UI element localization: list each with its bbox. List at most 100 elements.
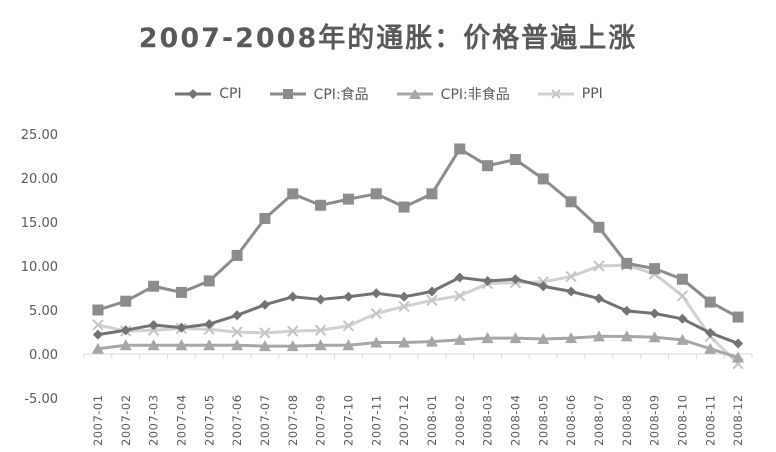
y-tick-label: 15.00 — [21, 216, 58, 231]
legend-item-cpi-food: CPI:食品 — [268, 84, 369, 104]
data-point-diamond — [733, 338, 744, 349]
data-point-square — [398, 201, 410, 213]
legend-marker-triangle-icon — [396, 89, 433, 99]
data-point-x — [92, 319, 104, 331]
data-point-diamond — [232, 310, 243, 321]
data-point-square — [120, 295, 132, 307]
data-point-diamond — [454, 272, 465, 283]
data-point-diamond — [343, 291, 354, 302]
legend-item-cpi-nonfood: CPI:非食品 — [395, 84, 510, 104]
x-tick-label: 2008-03 — [481, 394, 495, 446]
data-point-triangle — [592, 330, 605, 342]
data-point-diamond — [315, 294, 326, 305]
data-point-triangle — [175, 339, 188, 351]
data-point-x — [287, 325, 299, 337]
data-point-x — [342, 320, 355, 332]
legend-item-cpi: CPI — [173, 84, 242, 104]
legend-marker-x-icon — [537, 89, 574, 99]
x-tick-label: 2007-04 — [174, 394, 188, 446]
data-point-square — [370, 188, 382, 200]
data-point-triangle — [370, 336, 383, 348]
data-point-diamond — [426, 286, 437, 297]
data-point-square — [287, 188, 299, 200]
data-point-square — [231, 249, 243, 261]
data-point-square — [593, 221, 605, 233]
legend-label: CPI — [219, 86, 242, 102]
data-point-x — [259, 327, 271, 339]
x-tick-label: 2008-01 — [425, 394, 439, 446]
data-point-diamond — [510, 274, 521, 285]
y-tick-label: 10.00 — [21, 260, 58, 275]
data-point-square — [148, 280, 160, 292]
data-point-diamond — [92, 329, 103, 340]
data-point-square — [203, 275, 215, 287]
x-tick-label: 2007-07 — [258, 394, 272, 446]
y-tick-label: 0.00 — [29, 348, 58, 363]
data-point-triangle — [481, 332, 494, 344]
data-point-triangle — [620, 330, 633, 342]
data-point-x — [676, 290, 689, 302]
x-tick-label: 2007-06 — [230, 394, 244, 446]
data-point-square — [482, 160, 494, 172]
data-point-triangle — [425, 335, 438, 347]
x-tick-label: 2008-09 — [648, 394, 662, 446]
data-point-diamond — [705, 327, 716, 338]
x-tick-label: 2008-05 — [536, 394, 550, 446]
data-point-diamond — [593, 293, 604, 304]
data-point-square — [259, 212, 271, 224]
data-point-triangle — [648, 331, 661, 343]
data-point-x — [398, 300, 410, 313]
data-point-triangle — [119, 339, 132, 351]
legend-label: PPI — [581, 86, 603, 102]
data-point-triangle — [342, 339, 355, 351]
data-point-x — [565, 270, 577, 283]
data-point-triangle — [565, 332, 578, 344]
data-point-triangle — [732, 351, 745, 363]
data-point-square — [175, 286, 187, 298]
data-point-square — [92, 304, 104, 316]
legend-marker-diamond-icon — [175, 89, 212, 99]
data-point-square — [732, 311, 744, 323]
data-point-triangle — [676, 333, 689, 345]
legend-item-ppi: PPI — [536, 84, 603, 104]
x-tick-label: 2008-10 — [675, 394, 689, 446]
series-line-4 — [97, 263, 740, 365]
data-point-triangle — [286, 340, 299, 352]
data-point-x — [231, 326, 243, 338]
data-point-square — [621, 257, 633, 269]
x-tick-label: 2007-11 — [369, 394, 383, 446]
data-point-diamond — [649, 308, 660, 319]
legend-marker-square-icon — [269, 89, 306, 99]
x-tick-label: 2008-04 — [508, 394, 522, 446]
x-tick-label: 2007-12 — [397, 394, 411, 446]
series-line-1 — [97, 275, 739, 345]
data-point-square — [537, 173, 549, 185]
x-tick-label: 2008-02 — [453, 394, 467, 446]
data-point-diamond — [482, 275, 493, 286]
series-line-2 — [97, 147, 739, 319]
data-point-diamond — [287, 291, 298, 302]
data-point-diamond — [259, 299, 270, 310]
legend-label: CPI:食品 — [313, 87, 369, 103]
data-point-triangle — [453, 333, 466, 345]
data-point-square — [676, 273, 688, 285]
x-tick-label: 2007-10 — [341, 394, 355, 446]
y-tick-label: 20.00 — [21, 172, 58, 187]
y-tick-label: -5.00 — [24, 392, 58, 407]
data-point-x — [314, 324, 327, 336]
data-point-diamond — [566, 286, 577, 297]
data-point-triangle — [203, 339, 216, 351]
data-point-triangle — [91, 342, 104, 354]
x-tick-label: 2007-03 — [147, 394, 161, 446]
data-point-square — [649, 263, 661, 275]
x-tick-label: 2008-11 — [703, 394, 717, 446]
legend-label: CPI:非食品 — [440, 87, 510, 103]
data-point-triangle — [147, 339, 160, 351]
data-point-square — [454, 143, 466, 155]
x-tick-label: 2007-01 — [91, 394, 105, 446]
data-point-triangle — [704, 342, 717, 354]
data-point-triangle — [537, 333, 550, 345]
data-point-diamond — [148, 319, 159, 330]
y-tick-label: 5.00 — [29, 304, 58, 319]
